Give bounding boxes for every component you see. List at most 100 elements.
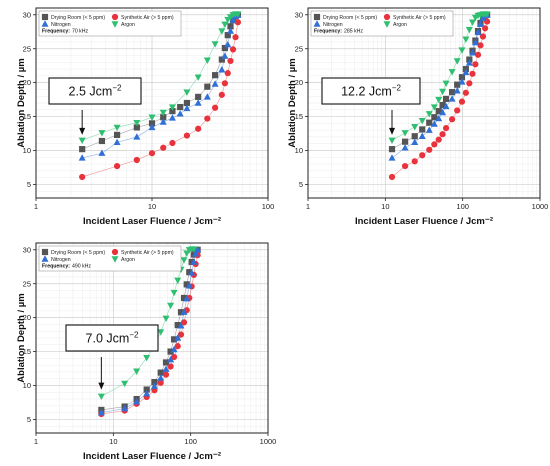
threshold-callout: 12.2 Jcm−2	[321, 77, 421, 135]
legend: Drying Room (< 5 ppm) Synthetic Air (> 5 …	[38, 245, 182, 272]
data-point	[442, 102, 450, 110]
data-point	[466, 80, 473, 87]
data-point	[180, 319, 188, 326]
y-tick-label: 15	[23, 347, 31, 356]
y-tick-label: 30	[295, 10, 303, 19]
callout-value: 12.2 Jcm	[341, 85, 392, 99]
data-point	[177, 309, 185, 316]
legend-label: Synthetic Air (> 5 ppm)	[393, 15, 446, 21]
x-tick-label: 100	[262, 202, 275, 211]
data-point	[133, 133, 141, 140]
data-point	[426, 119, 433, 126]
y-axis-title: Ablation Depth / µm	[287, 58, 298, 147]
data-point	[462, 89, 469, 96]
data-point	[218, 56, 225, 63]
data-point	[218, 28, 226, 35]
data-point	[195, 125, 202, 132]
data-point	[204, 83, 211, 90]
data-point	[229, 46, 237, 53]
data-point	[471, 38, 479, 46]
x-tick-label: 1	[34, 202, 38, 211]
data-point	[168, 114, 176, 121]
legend-box	[38, 245, 182, 272]
data-point	[401, 138, 409, 145]
plot-frame	[35, 242, 269, 434]
callout-superscript: −2	[129, 331, 139, 340]
data-point	[148, 114, 156, 121]
data-point	[454, 81, 461, 88]
data-point	[170, 289, 178, 297]
legend-marker	[111, 21, 119, 28]
data-point	[458, 47, 466, 54]
data-point	[133, 156, 140, 164]
data-point	[221, 21, 229, 28]
data-point	[98, 130, 106, 137]
data-point	[113, 138, 121, 146]
frequency-value: 490 kHz	[72, 264, 91, 270]
data-point	[232, 34, 239, 41]
callout-superscript: −2	[392, 84, 402, 93]
data-point	[430, 104, 438, 111]
series-nitrogen	[388, 11, 491, 161]
data-point	[183, 132, 191, 139]
x-tick-label: 100	[184, 437, 197, 446]
data-point	[388, 173, 396, 181]
y-tick-label: 15	[23, 112, 31, 121]
data-point	[188, 269, 196, 276]
data-point	[458, 78, 466, 85]
data-point	[469, 70, 476, 77]
data-point	[113, 131, 121, 138]
y-tick-label: 5	[27, 415, 31, 424]
data-point	[194, 74, 202, 81]
y-tick-label: 30	[23, 10, 31, 19]
data-point	[401, 163, 409, 170]
data-point	[442, 80, 450, 88]
data-point	[448, 116, 456, 123]
data-point	[148, 120, 156, 127]
data-point	[133, 119, 141, 127]
data-point	[224, 32, 231, 39]
data-point	[229, 16, 237, 23]
legend-box	[310, 10, 454, 37]
data-point	[224, 40, 232, 48]
data-point	[170, 353, 178, 361]
x-axis-title: Incident Laser Fluence / Jcm⁻²	[355, 216, 493, 227]
data-point	[113, 163, 121, 170]
data-point	[425, 126, 433, 133]
x-axis-title: Incident Laser Fluence / Jcm⁻²	[83, 451, 221, 462]
data-point	[162, 315, 170, 323]
data-point	[401, 144, 409, 151]
data-point	[133, 398, 141, 405]
legend-marker	[41, 20, 49, 27]
data-point	[411, 124, 419, 131]
data-point	[183, 89, 191, 96]
data-point	[133, 124, 140, 131]
x-tick-label: 1	[306, 202, 310, 211]
data-point	[227, 57, 234, 65]
callout-label: 12.2 Jcm−2	[341, 84, 401, 99]
legend-label: Drying Room (< 5 ppm)	[51, 15, 105, 21]
legend-label: Argon	[121, 257, 135, 263]
data-point	[435, 114, 443, 122]
data-point	[439, 108, 447, 116]
legend-label: Drying Room (< 5 ppm)	[51, 250, 105, 256]
data-point	[98, 137, 106, 145]
data-point	[431, 114, 438, 121]
data-point	[453, 58, 461, 65]
data-point	[234, 11, 242, 18]
data-point	[167, 302, 175, 310]
data-point	[97, 408, 105, 416]
data-point	[465, 27, 473, 34]
frequency-label: Frequency:	[314, 29, 342, 35]
data-point	[227, 23, 234, 30]
y-tick-label: 20	[23, 78, 31, 87]
data-point	[79, 146, 86, 153]
series-nitrogen	[97, 246, 202, 416]
legend-frequency: Frequency: 70 kHz	[42, 29, 89, 35]
data-point	[143, 354, 151, 362]
data-point	[221, 44, 228, 52]
legend-marker	[111, 248, 119, 256]
y-tick-label: 30	[23, 245, 31, 254]
callout-box	[65, 324, 159, 352]
chart-panel-1: 1 10 100 5 10 15 20 25 30 Incident Laser Fluence …	[16, 7, 275, 227]
